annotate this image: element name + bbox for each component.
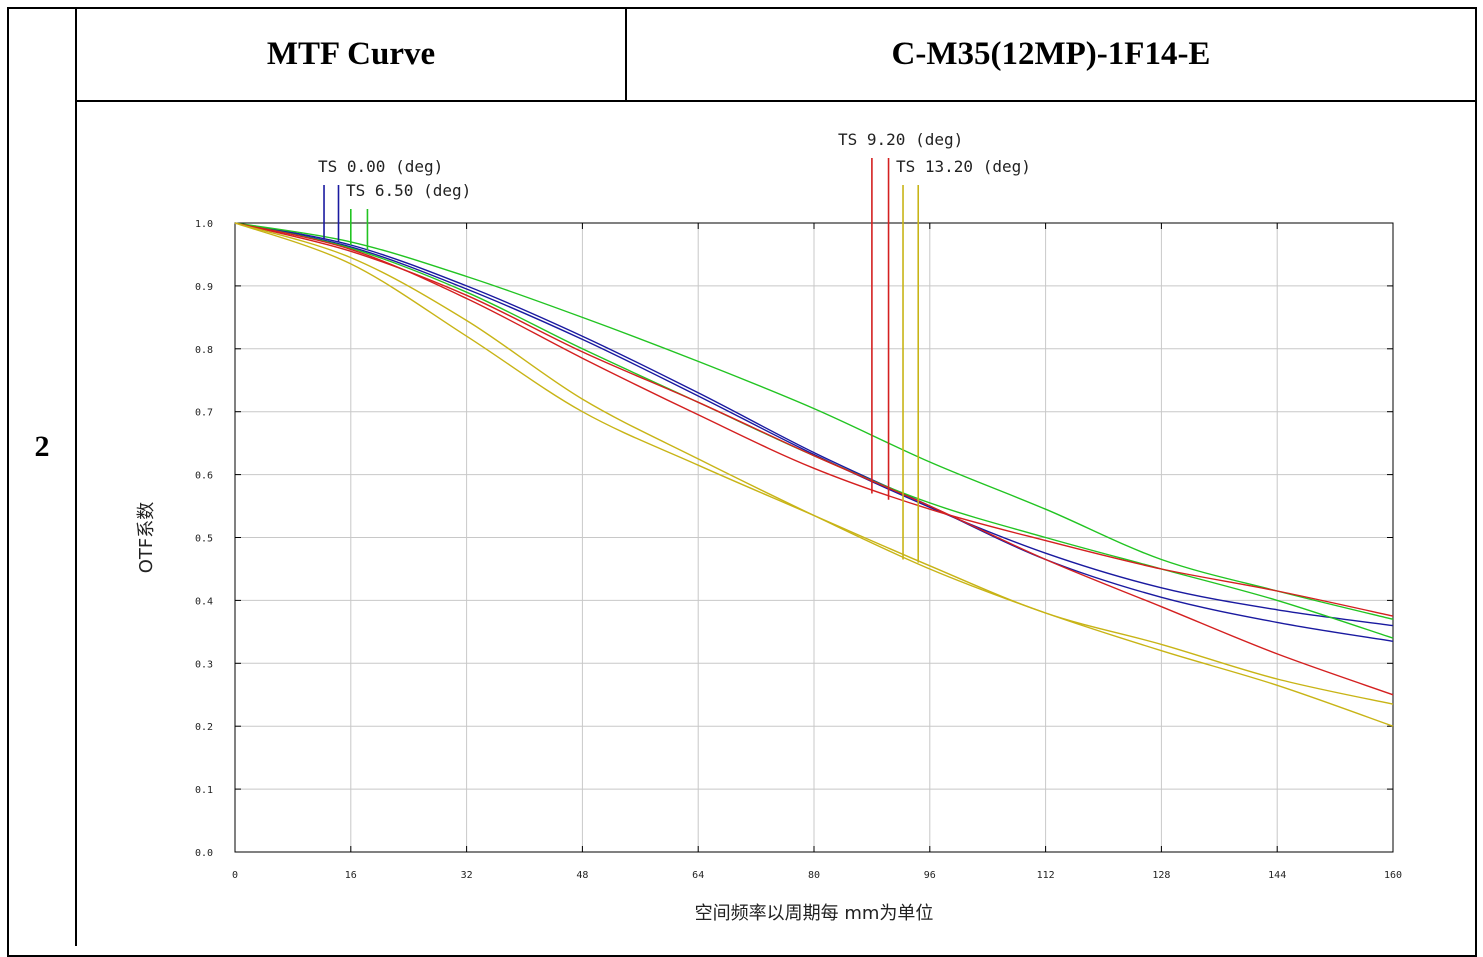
y-tick-label: 0.5 — [195, 534, 213, 545]
y-axis-label: OTF系数 — [136, 502, 157, 574]
y-tick-label: 1.0 — [195, 219, 213, 230]
x-tick-label: 64 — [692, 870, 704, 881]
y-tick-label: 0.1 — [195, 785, 213, 796]
x-tick-label: 0 — [232, 870, 238, 881]
x-tick-label: 48 — [576, 870, 588, 881]
x-tick-label: 160 — [1384, 870, 1402, 881]
field-annotation-label: TS 13.20 (deg) — [896, 157, 1031, 176]
y-tick-label: 0.7 — [195, 408, 213, 419]
mtf-series-line-6 — [234, 222, 1394, 696]
x-tick-label: 16 — [345, 870, 357, 881]
header-bottom-rule — [75, 100, 1477, 102]
field-annotation-label: TS 0.00 (deg) — [318, 157, 443, 176]
header-mtf-curve: MTF Curve — [266, 36, 436, 72]
mtf-series-line-1 — [234, 222, 1394, 642]
column-divider-header — [625, 7, 627, 102]
field-annotation-label: TS 9.20 (deg) — [838, 130, 963, 149]
y-tick-label: 0.8 — [195, 345, 213, 356]
column-divider-left — [75, 7, 77, 946]
mtf-series-line-2 — [234, 222, 1394, 627]
y-tick-label: 0.0 — [195, 848, 213, 859]
y-tick-label: 0.3 — [195, 659, 213, 670]
y-tick-label: 0.4 — [195, 596, 213, 607]
mtf-series-line-5 — [234, 222, 1394, 617]
y-tick-label: 0.2 — [195, 722, 213, 733]
x-tick-label: 32 — [461, 870, 473, 881]
y-tick-label: 0.9 — [195, 282, 213, 293]
x-tick-label: 144 — [1268, 870, 1286, 881]
mtf-series-line-3 — [234, 222, 1394, 620]
x-tick-label: 80 — [808, 870, 820, 881]
mtf-series-line-8 — [234, 222, 1394, 705]
row-number: 2 — [34, 430, 50, 463]
field-annotation-label: TS 6.50 (deg) — [346, 181, 471, 200]
x-tick-label: 112 — [1037, 870, 1055, 881]
x-tick-label: 128 — [1152, 870, 1170, 881]
x-tick-label: 96 — [924, 870, 936, 881]
x-axis-label: 空间频率以周期每 mm为单位 — [695, 903, 934, 924]
header-lens-model: C-M35(12MP)-1F14-E — [891, 36, 1211, 72]
y-tick-label: 0.6 — [195, 471, 213, 482]
